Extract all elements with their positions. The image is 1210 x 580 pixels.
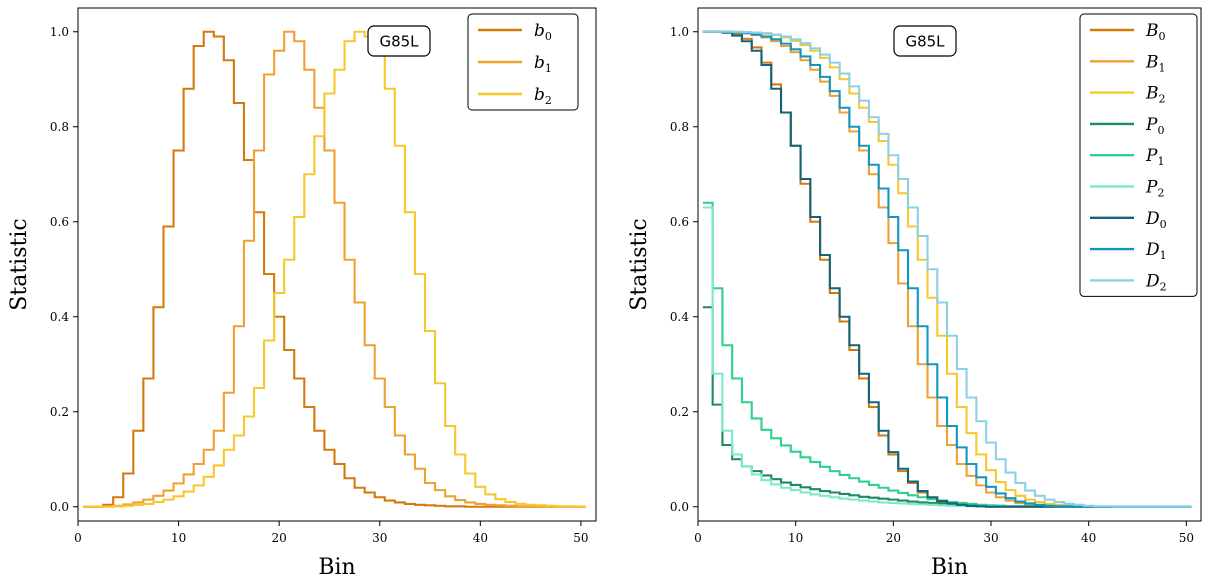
legend-entry-p2: P2 [1145,178,1164,200]
plot-frame [697,7,1202,522]
y-axis-label: Statistic [7,218,32,310]
plot-frame [77,7,597,522]
legend-entry-p1: P1 [1145,146,1164,168]
y-tick-label: 0.0 [50,500,69,514]
x-tick-label: 10 [171,531,186,545]
x-tick-label: 0 [694,531,702,545]
x-tick-label: 20 [272,531,287,545]
y-tick-label: 0.4 [50,310,69,324]
y-tick-label: 0.2 [50,405,69,419]
x-tick-label: 10 [788,531,803,545]
y-tick-label: 0.0 [670,500,689,514]
series-line-d1 [702,30,1192,508]
series-line-b2 [83,30,586,508]
legend-entry-b0: B0 [1145,21,1166,43]
legend-entry-b2: B2 [1145,84,1166,106]
series-line-d2 [702,30,1192,508]
x-tick-label: 30 [372,531,387,545]
legend-entry-b2: b2 [534,85,552,107]
y-tick-label: 0.8 [670,120,689,134]
x-tick-label: 50 [573,531,588,545]
x-tick-label: 30 [983,531,998,545]
y-axis-label: Statistic [627,218,652,310]
y-tick-label: 0.2 [670,405,689,419]
dataset-badge-label: G85L [905,33,945,51]
x-tick-label: 40 [1081,531,1096,545]
legend-entry-d1: D1 [1145,240,1167,262]
y-tick-label: 0.4 [670,310,689,324]
legend-entry-b1: B1 [1145,52,1166,74]
x-tick-label: 0 [74,531,82,545]
chart-right: 0 10 20 30 40 50 0.0 0.2 0.4 0.6 0.8 1.0 Bin Statisti… [627,7,1202,580]
dataset-badge [893,25,957,57]
legend [1079,13,1198,297]
y-tick-label: 1.0 [50,25,69,39]
y-tick-label: 1.0 [670,25,689,39]
x-axis-label: Bin [931,555,968,580]
dataset-badge-label: G85L [379,33,419,51]
dataset-badge [367,25,431,57]
legend-entry-b0: b0 [534,21,552,43]
y-tick-label: 0.6 [670,215,689,229]
x-axis-label: Bin [318,555,355,580]
chart-left: 0 10 20 30 40 50 0.0 0.2 0.4 0.6 0.8 1.0 Bin Statisti… [7,7,597,580]
series-line-b0 [83,30,586,508]
legend-entry-p0: P0 [1145,115,1164,137]
legend [467,13,579,111]
legend-entry-d0: D0 [1145,209,1167,231]
legend-entry-b1: b1 [534,53,552,75]
y-tick-label: 0.8 [50,120,69,134]
x-tick-label: 20 [886,531,901,545]
x-tick-label: 40 [473,531,488,545]
y-tick-label: 0.6 [50,215,69,229]
x-tick-label: 50 [1179,531,1194,545]
legend-entry-d2: D2 [1145,271,1167,293]
